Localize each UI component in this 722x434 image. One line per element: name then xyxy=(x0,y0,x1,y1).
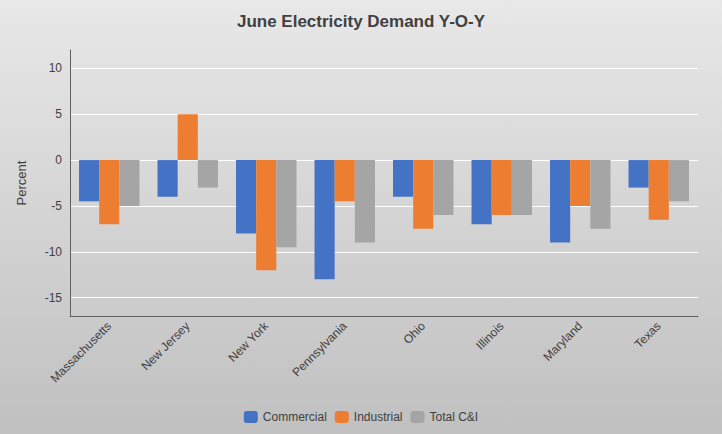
svg-text:-15: -15 xyxy=(45,291,63,305)
svg-text:New York: New York xyxy=(225,318,271,364)
svg-text:Ohio: Ohio xyxy=(400,319,428,347)
svg-text:10: 10 xyxy=(49,61,63,75)
svg-text:Maryland: Maryland xyxy=(540,319,585,364)
svg-text:5: 5 xyxy=(55,107,62,121)
svg-text:Commercial: Commercial xyxy=(263,410,327,424)
svg-text:-5: -5 xyxy=(51,199,62,213)
svg-text:Massachusetts: Massachusetts xyxy=(48,319,114,385)
svg-text:New Jersey: New Jersey xyxy=(139,319,193,373)
svg-text:Illinois: Illinois xyxy=(473,319,506,352)
svg-text:June Electricity Demand Y-O-Y: June Electricity Demand Y-O-Y xyxy=(237,12,486,31)
svg-text:Percent: Percent xyxy=(14,160,29,205)
svg-text:-10: -10 xyxy=(45,245,63,259)
svg-text:Texas: Texas xyxy=(632,319,664,351)
svg-text:Industrial: Industrial xyxy=(354,410,403,424)
svg-text:Pennsylvania: Pennsylvania xyxy=(289,319,350,380)
svg-text:Total C&I: Total C&I xyxy=(430,410,479,424)
svg-text:0: 0 xyxy=(55,153,62,167)
